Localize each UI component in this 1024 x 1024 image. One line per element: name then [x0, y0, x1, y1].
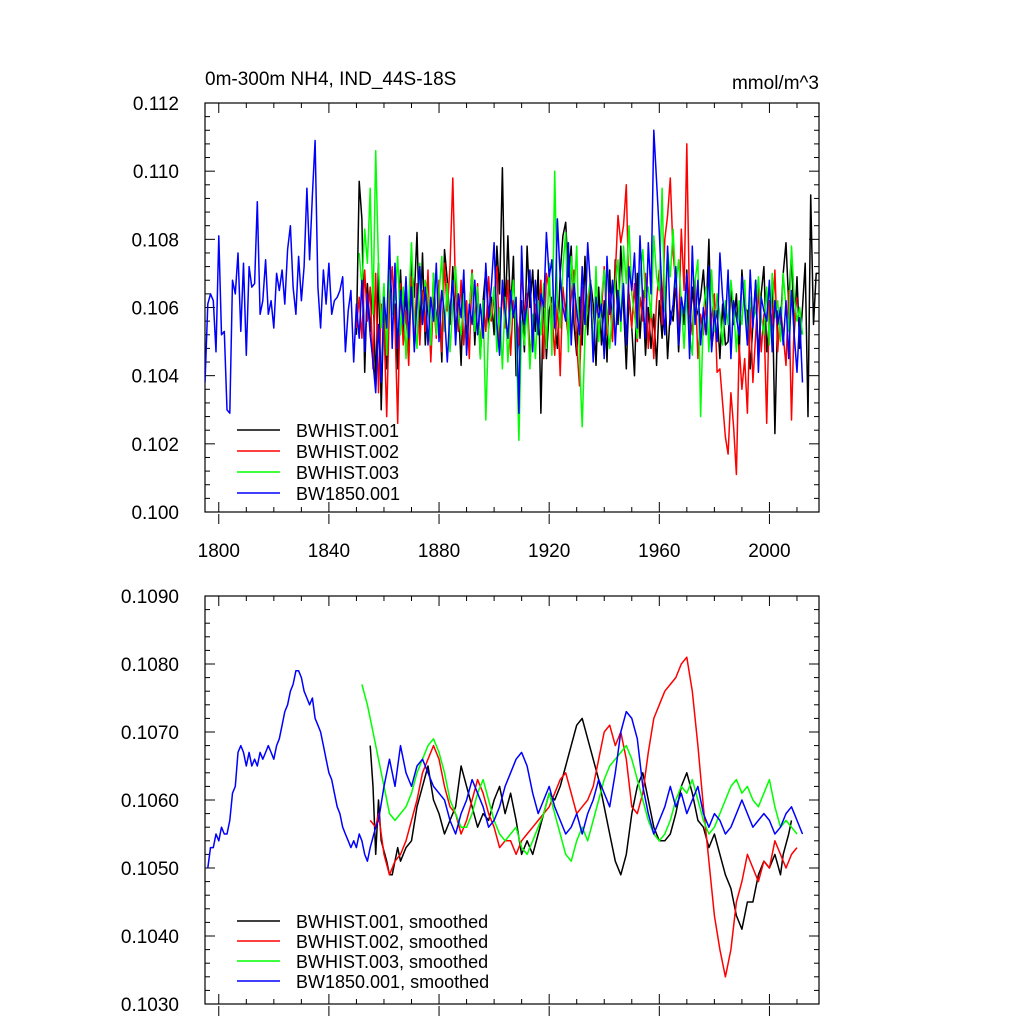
y-tick-label: 0.1030 — [121, 995, 179, 1016]
series-line-1 — [369, 717, 793, 930]
y-tick-label: 0.106 — [131, 299, 179, 320]
series-group — [207, 656, 804, 978]
x-tick-label: 1840 — [308, 541, 350, 562]
y-tick-label: 0.108 — [131, 230, 179, 251]
legend-label: BWHIST.003, smoothed — [296, 952, 488, 972]
legend-label: BW1850.001 — [296, 484, 400, 504]
series-line-4 — [207, 670, 804, 869]
chart-units: mmol/m^3 — [732, 73, 819, 94]
series-line-2 — [369, 656, 798, 978]
y-tick-label: 0.100 — [131, 503, 179, 524]
legend-label: BWHIST.001 — [296, 421, 399, 441]
y-tick-label: 0.1060 — [121, 791, 179, 812]
series-line-4 — [205, 129, 804, 414]
legend-label: BW1850.001, smoothed — [296, 972, 489, 992]
x-tick-label: 2000 — [748, 541, 790, 562]
legend-label: BWHIST.002, smoothed — [296, 932, 488, 952]
chart-title: 0m-300m NH4, IND_44S-18S — [205, 69, 456, 90]
y-tick-label: 0.104 — [131, 367, 179, 388]
y-tick-label: 0.1070 — [121, 723, 179, 744]
series-line-3 — [358, 149, 804, 442]
y-tick-label: 0.1080 — [121, 655, 179, 676]
chart-panel-2: 0.1030 0.1040 0.1050 0.1060 0.1070 0.1080 0.10… — [121, 587, 820, 1016]
x-tick-label: 1800 — [198, 541, 240, 562]
legend-label: BWHIST.002 — [296, 442, 399, 462]
x-tick-label: 1880 — [418, 541, 460, 562]
series-group — [205, 129, 819, 476]
x-tick-label: 1920 — [528, 541, 570, 562]
y-tick-label: 0.110 — [133, 162, 179, 183]
series-line-3 — [361, 684, 798, 862]
chart-panel-1: 1800 1840 1880 1920 1960 2000 0.100 0.102 0.104 0… — [131, 69, 820, 562]
x-tick-label: 1960 — [638, 541, 680, 562]
y-tick-label: 0.112 — [133, 94, 179, 115]
y-tick-label: 0.1040 — [121, 927, 179, 948]
y-tick-label: 0.1090 — [121, 587, 179, 608]
y-tick-label: 0.102 — [131, 435, 179, 456]
legend-label: BWHIST.001, smoothed — [296, 912, 488, 932]
y-tick-label: 0.1050 — [121, 859, 179, 880]
legend-label: BWHIST.003 — [296, 463, 399, 483]
